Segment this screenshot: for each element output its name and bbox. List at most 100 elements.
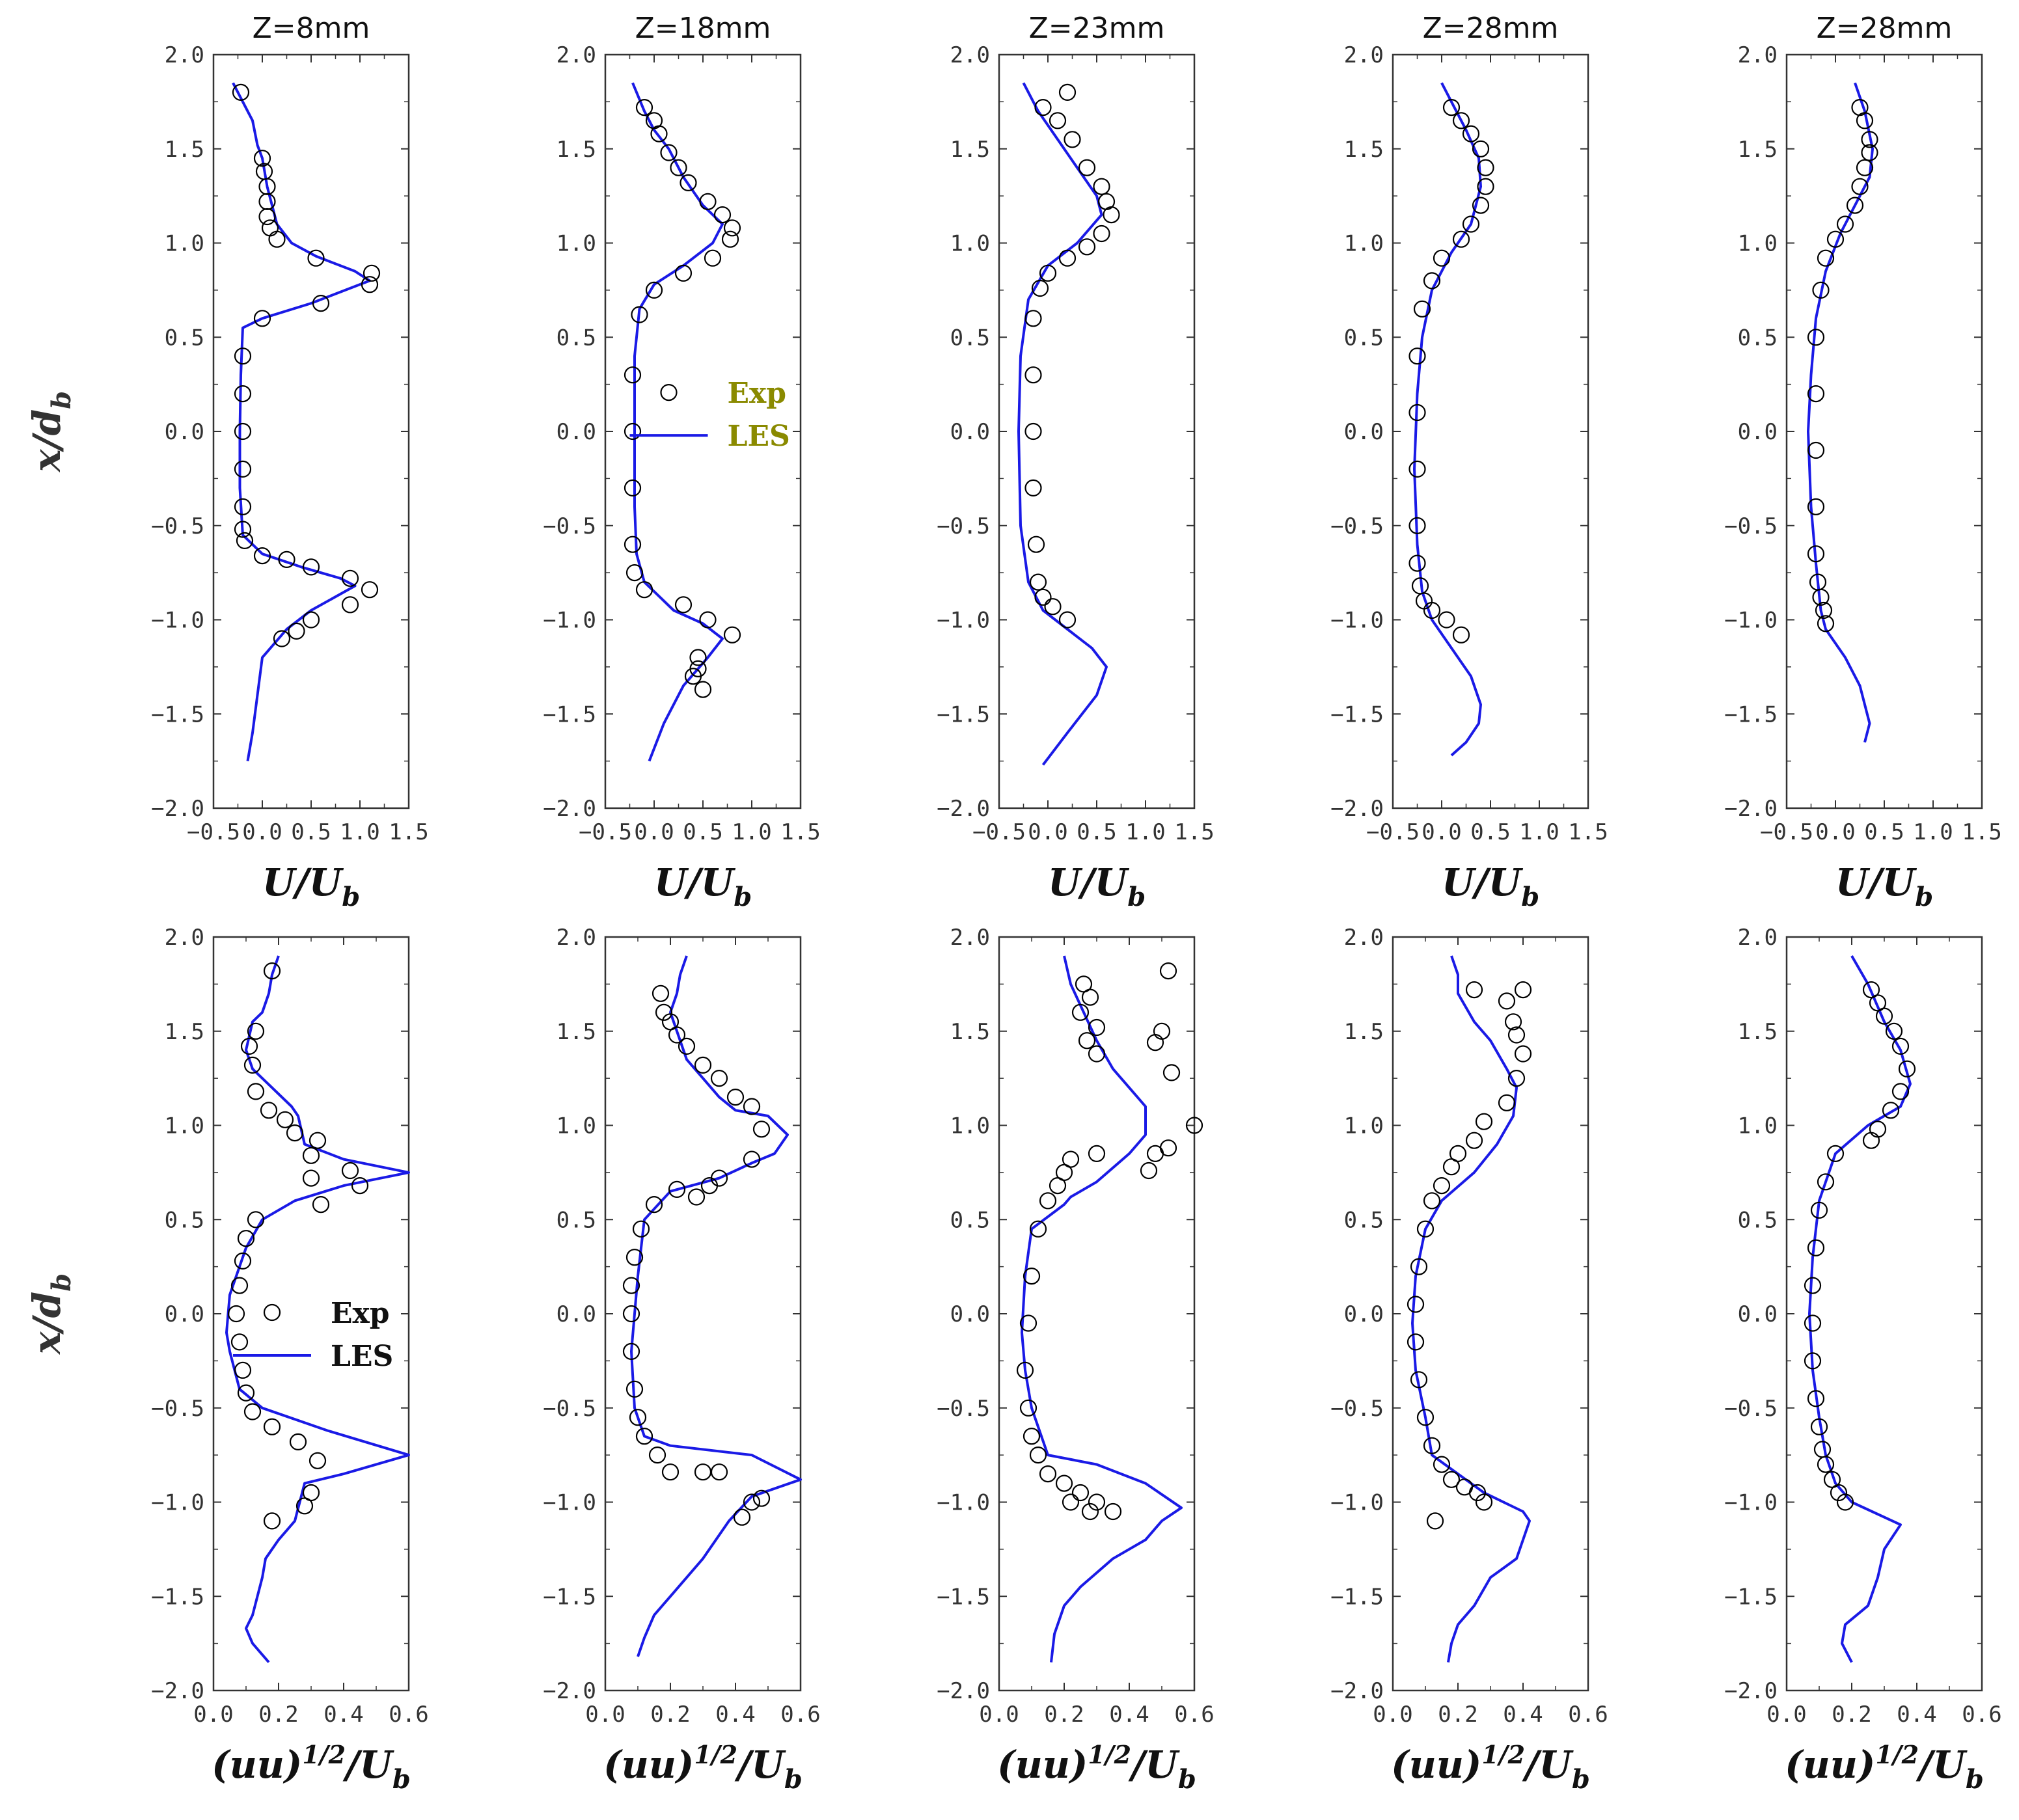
exp-point	[302, 1169, 320, 1187]
exp-point	[361, 581, 379, 599]
exp-point	[1477, 159, 1494, 176]
exp-point	[1078, 159, 1096, 176]
exp-point	[1804, 1277, 1822, 1294]
y-tick-label: 1.0	[165, 231, 204, 257]
exp-point	[1472, 140, 1490, 157]
exp-point	[624, 479, 642, 497]
exp-point	[622, 1277, 640, 1294]
x-axis-label-sup: 1/2	[1875, 1740, 1919, 1769]
x-tick-label: 0.2	[650, 1702, 690, 1728]
exp-point	[668, 1180, 686, 1199]
exp-point	[1468, 1484, 1487, 1502]
exp-point	[622, 1342, 640, 1360]
panel-rms-3: −2.0 −1.5 −1.0 −0.5 0.0 0.5 1.0 1.5 2.0 0.0 0.2 0.4…	[937, 925, 1215, 1795]
x-tick-label: 0.2	[258, 1702, 298, 1728]
exp-point	[1807, 498, 1825, 515]
les-series-line	[232, 82, 371, 761]
y-tick-label: 0.5	[1738, 1207, 1778, 1233]
y-tick-label: 2.0	[1738, 42, 1778, 68]
exp-point	[273, 630, 291, 647]
exp-point	[341, 596, 359, 614]
exp-point	[309, 1132, 327, 1149]
x-tick-label: 1.0	[1125, 819, 1165, 845]
exp-point	[635, 1428, 653, 1445]
panel-title: Z=23mm	[1029, 12, 1165, 45]
exp-point	[1465, 981, 1483, 999]
exp-point	[1029, 1220, 1047, 1238]
exp-point	[1019, 1399, 1037, 1417]
exp-point	[1498, 992, 1516, 1010]
les-series-line	[630, 955, 802, 1657]
exp-point	[726, 1088, 745, 1106]
x-tick-label: 1.5	[780, 819, 820, 845]
exp-point	[234, 347, 252, 365]
exp-point	[1862, 1132, 1880, 1149]
exp-point	[1408, 460, 1426, 478]
exp-point	[624, 422, 642, 441]
x-axis-label-mid: /U	[1916, 1743, 1968, 1787]
exp-point	[1423, 272, 1441, 290]
panel-mean-5: −2.0−1.5−1.0−0.50.00.51.01.52.0−0.5 0.0 0.…	[1724, 12, 2002, 912]
exp-point	[674, 596, 693, 614]
exp-point	[635, 581, 653, 599]
exp-point	[1416, 1220, 1435, 1238]
exp-point	[268, 230, 286, 248]
exp-point	[1088, 1045, 1106, 1063]
x-tick-label: 0.0	[585, 1702, 625, 1728]
exp-point	[1408, 517, 1426, 534]
exp-point	[312, 295, 330, 312]
exp-point	[1423, 1437, 1441, 1454]
y-tick-label: 0.5	[950, 1207, 990, 1233]
exp-point	[743, 1493, 761, 1511]
y-tick-label: 1.0	[950, 231, 990, 257]
y-tick-label: −1.5	[151, 1584, 204, 1610]
exp-point	[1039, 264, 1057, 282]
y-tick-label: −2.0	[937, 796, 990, 822]
y-tick-label: 1.0	[1344, 1113, 1384, 1139]
y-tick-label: −0.5	[1330, 1396, 1384, 1422]
exp-point	[1064, 131, 1081, 148]
y-tick-label: 0.0	[556, 1301, 596, 1327]
x-axis-label-mid: /U	[1128, 1743, 1180, 1787]
panel-rms-5: −2.0 −1.5 −1.0 −0.5 0.0 0.5 1.0 1.5 2.0 0.0 0.2 0.4…	[1724, 925, 2002, 1795]
y-tick-label: −2.0	[543, 796, 596, 822]
y-tick-label: 1.5	[1738, 1019, 1778, 1045]
exp-point	[1146, 1145, 1164, 1163]
y-tick-label: 0.0	[950, 1301, 990, 1327]
y-tick-label: 2.0	[1738, 925, 1778, 951]
y-tick-label: 0.0	[165, 419, 204, 445]
x-axis-label-main: U/U	[1835, 860, 1917, 904]
panel-title: Z=18mm	[635, 12, 771, 45]
exp-point	[351, 1176, 369, 1195]
exp-point	[1093, 178, 1110, 195]
exp-point	[234, 498, 252, 515]
exp-point	[1846, 197, 1864, 214]
y-tick-label: 1.0	[556, 1113, 596, 1139]
y-tick-label: 0.0	[1344, 1301, 1384, 1327]
y-tick-label: 0.5	[1344, 325, 1384, 351]
exp-point	[684, 668, 702, 685]
y-tick-label: 1.5	[165, 1019, 204, 1045]
x-axis-label: (uu)1/2/Ub	[1391, 1740, 1590, 1795]
panel-title: Z=28mm	[1817, 12, 1953, 45]
y-tick-label: 0.0	[950, 419, 990, 445]
y-tick-label: −2.0	[1330, 1678, 1384, 1704]
x-axis-label: (uu)1/2/Ub	[1785, 1740, 1984, 1795]
y-tick-label: 1.5	[1738, 137, 1778, 163]
x-tick-label: 0.6	[1962, 1702, 2001, 1728]
exp-point	[713, 206, 732, 224]
exp-point	[622, 1305, 640, 1323]
y-tick-label: −1.0	[937, 608, 990, 634]
y-tick-label: 1.5	[950, 137, 990, 163]
y-tick-label: 2.0	[165, 925, 204, 951]
exp-point	[1433, 1176, 1451, 1195]
y-tick-label: 1.0	[165, 1113, 204, 1139]
exp-point	[1029, 1446, 1047, 1464]
x-tick-label: 0.5	[291, 819, 331, 845]
y-tick-label: 1.0	[556, 231, 596, 257]
exp-point	[1104, 1502, 1122, 1521]
y-axis-label: x/db	[25, 391, 77, 473]
y-tick-label: −1.0	[151, 1490, 204, 1516]
y-tick-label: −1.5	[1724, 1584, 1778, 1610]
